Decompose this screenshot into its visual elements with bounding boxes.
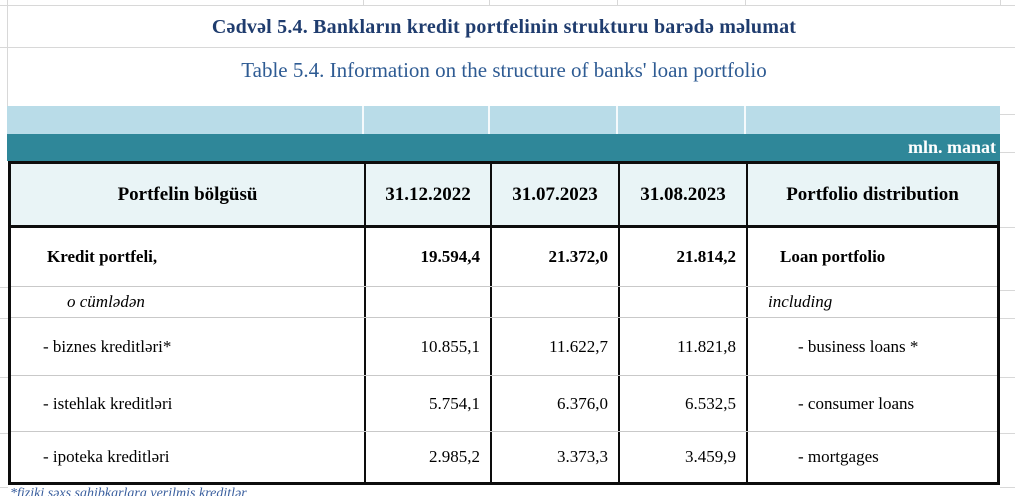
unit-band: mln. manat	[7, 134, 1000, 161]
cell-label-en: - consumer loans	[746, 376, 997, 431]
cell-value: 2.985,2	[364, 432, 490, 482]
gridline	[0, 47, 1015, 48]
gridline	[1000, 487, 1015, 488]
header-portfolio-en: Portfolio distribution	[746, 164, 997, 225]
unit-label: mln. manat	[907, 137, 996, 157]
band-separator	[488, 106, 490, 134]
gridline	[0, 318, 8, 319]
table-row-including: o cümlədən including	[11, 286, 997, 317]
cell-label-az: o cümlədən	[67, 292, 145, 311]
cell-label-en: - mortgages	[746, 432, 997, 482]
decorative-blue-band	[7, 106, 1000, 134]
header-date-2: 31.07.2023	[490, 164, 618, 225]
gridline	[617, 0, 618, 5]
band-separator	[616, 106, 618, 134]
gridline	[1000, 290, 1015, 291]
gridline	[745, 0, 746, 5]
header-date-3: 31.08.2023	[618, 164, 746, 225]
gridline	[7, 0, 8, 106]
cell-value: 21.814,2	[618, 228, 746, 286]
cell-value: 11.821,8	[618, 318, 746, 375]
gridline	[489, 0, 490, 5]
gridline	[0, 487, 8, 488]
cell-value: 6.532,5	[618, 376, 746, 431]
cell-label-en: Loan portfolio	[746, 228, 997, 286]
header-portfolio-az: Portfelin bölgüsü	[117, 183, 258, 205]
table-title-en: Table 5.4. Information on the structure …	[241, 57, 767, 82]
gridline	[363, 0, 364, 5]
cell-value: 3.459,9	[618, 432, 746, 482]
cell-value	[618, 287, 746, 317]
gridline	[0, 287, 8, 288]
cell-value: 21.372,0	[490, 228, 618, 286]
cell-label-az: - istehlak kreditləri	[43, 393, 173, 413]
gridline	[1000, 377, 1015, 378]
gridline	[1000, 152, 1015, 153]
cell-value: 5.754,1	[364, 376, 490, 431]
cell-label-en: including	[746, 287, 997, 317]
footnote-business-loans: *fiziki şəxs sahibkarlara verilmiş kredi…	[10, 486, 247, 496]
gridline	[0, 377, 8, 378]
table-row-business-loans: - biznes kreditləri* 10.855,1 11.622,7 1…	[11, 317, 997, 375]
gridline	[1000, 114, 1015, 115]
loan-portfolio-table: Portfelin bölgüsü 31.12.2022 31.07.2023 …	[8, 161, 1000, 485]
gridline	[0, 433, 8, 434]
cell-label-az: - ipoteka kreditləri	[43, 447, 170, 466]
table-row-consumer-loans: - istehlak kreditləri 5.754,1 6.376,0 6.…	[11, 375, 997, 431]
table-row-total: Kredit portfeli, 19.594,4 21.372,0 21.81…	[11, 228, 997, 286]
cell-value: 19.594,4	[364, 228, 490, 286]
cell-value: 6.376,0	[490, 376, 618, 431]
gridline	[1000, 433, 1015, 434]
table-title-az: Cədvəl 5.4. Bankların kredit portfelinin…	[211, 15, 797, 38]
gridline	[1000, 227, 1015, 228]
cell-value	[490, 287, 618, 317]
cell-label-en: - business loans *	[746, 318, 997, 375]
table-row-mortgages: - ipoteka kreditləri 2.985,2 3.373,3 3.4…	[11, 431, 997, 482]
cell-value: 3.373,3	[490, 432, 618, 482]
band-separator	[362, 106, 364, 134]
gridline	[1000, 0, 1001, 5]
gridline	[0, 5, 1015, 6]
cell-value	[364, 287, 490, 317]
cell-value: 11.622,7	[490, 318, 618, 375]
cell-label-az: Kredit portfeli,	[47, 247, 158, 266]
band-separator	[744, 106, 746, 134]
header-date-1: 31.12.2022	[364, 164, 490, 225]
gridline	[1000, 318, 1015, 319]
cell-label-az: - biznes kreditləri*	[43, 336, 172, 356]
table-header-row: Portfelin bölgüsü 31.12.2022 31.07.2023 …	[11, 164, 997, 228]
cell-value: 10.855,1	[364, 318, 490, 375]
